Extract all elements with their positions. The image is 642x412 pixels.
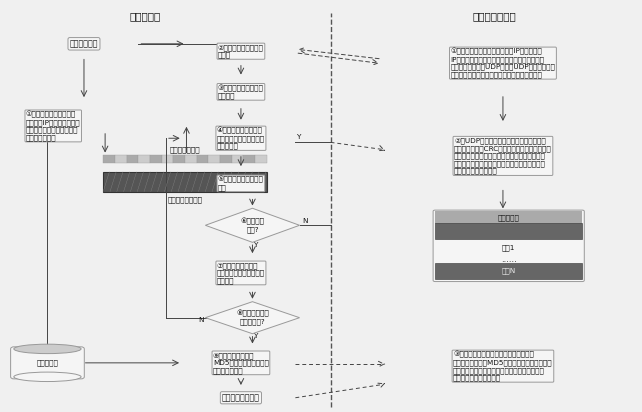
FancyBboxPatch shape: [196, 155, 208, 163]
Text: ②今UDP报文中解析出重构上传数据帧，对
接收帧数据进行CRC校验，校验无误后根据区段
标识确定写入区段，根据帧号及数据帧长度计算
偏移量，将接收数据写入对应存: ②今UDP报文中解析出重构上传数据帧，对 接收帧数据进行CRC校验，校验无误后根…: [454, 137, 552, 174]
FancyBboxPatch shape: [150, 155, 162, 163]
Text: ③接收到传输结束确认帧，计算写入区段
中所有写入数据的MD5摘要值并与地面计算结果
进行比对，比对无误后给出成功响应；更新星地
数据传输控制状态标志。: ③接收到传输结束确认帧，计算写入区段 中所有写入数据的MD5摘要值并与地面计算结…: [453, 351, 553, 381]
Text: 地面段操作: 地面段操作: [129, 11, 160, 21]
FancyBboxPatch shape: [232, 155, 243, 163]
FancyBboxPatch shape: [103, 155, 115, 163]
FancyBboxPatch shape: [433, 210, 584, 281]
Text: 待发送帧检索表: 待发送帧检索表: [169, 146, 200, 152]
Text: ⑦根据响应中的帧号
从待发送帧检索表中移除
对应表项: ⑦根据响应中的帧号 从待发送帧检索表中移除 对应表项: [217, 262, 265, 284]
Text: Y: Y: [254, 333, 259, 339]
Text: ①解析卫星链路帧，判别是否为IP报文且目的
IP为本设备，若不满足则进行路由转发；若满足
条件，判别是否为UDP报文且UDP端口号为重构
业务端口，若是则唤醒侦: ①解析卫星链路帧，判别是否为IP报文且目的 IP为本设备，若不满足则进行路由转发…: [451, 48, 555, 78]
FancyBboxPatch shape: [138, 155, 150, 163]
Text: 待发送数据帧队列: 待发送数据帧队列: [168, 196, 202, 203]
Text: ③结束训练模式，确定
发送周期: ③结束训练模式，确定 发送周期: [218, 84, 264, 99]
Ellipse shape: [14, 372, 81, 382]
Text: ⑧待发送帧检索
表是否为空?: ⑧待发送帧检索 表是否为空?: [236, 310, 269, 325]
Text: ......: ......: [501, 255, 517, 264]
Text: 源数据文件: 源数据文件: [37, 360, 58, 366]
Text: 传输过程开始: 传输过程开始: [70, 39, 98, 48]
FancyBboxPatch shape: [243, 155, 255, 163]
FancyBboxPatch shape: [435, 263, 582, 279]
FancyBboxPatch shape: [115, 155, 126, 163]
FancyBboxPatch shape: [11, 347, 84, 379]
Polygon shape: [205, 208, 300, 242]
Text: ⑤发送过程异常判别与
处理: ⑤发送过程异常判别与 处理: [218, 176, 264, 191]
Text: N: N: [198, 317, 204, 323]
FancyBboxPatch shape: [173, 155, 185, 163]
Text: ⑨计算源数据文件的
MD5摘要值，组帧并发送
传输结束确认帧: ⑨计算源数据文件的 MD5摘要值，组帧并发送 传输结束确认帧: [213, 352, 269, 374]
FancyBboxPatch shape: [220, 155, 232, 163]
FancyBboxPatch shape: [103, 172, 266, 192]
Polygon shape: [205, 302, 300, 334]
Text: ①提取源数据并按协议封
装相应的IP业务帧，逐帧将
数据置入待发送队列并生成
待发送帧检索表: ①提取源数据并按协议封 装相应的IP业务帧，逐帧将 数据置入待发送队列并生成 待…: [26, 111, 80, 141]
FancyBboxPatch shape: [126, 155, 138, 163]
Ellipse shape: [14, 344, 81, 353]
FancyBboxPatch shape: [185, 155, 196, 163]
Text: 数据存储区: 数据存储区: [498, 215, 519, 221]
Text: ④通过待发送帧检索表
逐次检索待发送数据帧，
并进行发送: ④通过待发送帧检索表 逐次检索待发送数据帧， 并进行发送: [217, 127, 265, 150]
Text: Y: Y: [254, 242, 259, 248]
Text: ②进入训练模式，发送
训练帧: ②进入训练模式，发送 训练帧: [218, 44, 264, 59]
Text: 区段1: 区段1: [502, 245, 516, 251]
Text: 空间段卫星操作: 空间段卫星操作: [472, 11, 516, 21]
FancyBboxPatch shape: [435, 223, 582, 239]
Text: ⑥是否出现
异常?: ⑥是否出现 异常?: [241, 218, 265, 233]
Text: 传输过程成功结束: 传输过程成功结束: [222, 393, 260, 402]
FancyBboxPatch shape: [255, 155, 266, 163]
FancyBboxPatch shape: [162, 155, 173, 163]
Text: N: N: [302, 218, 308, 224]
FancyBboxPatch shape: [435, 211, 582, 225]
FancyBboxPatch shape: [208, 155, 220, 163]
Text: 区段N: 区段N: [501, 267, 516, 274]
Text: Y: Y: [297, 134, 301, 140]
